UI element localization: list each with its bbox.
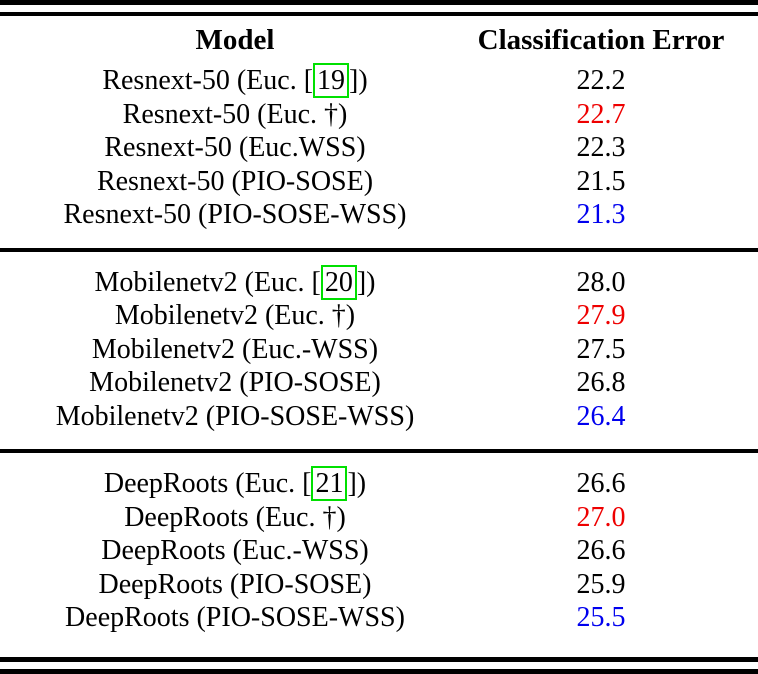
table-row: Mobilenetv2 (Euc. †) 27.9	[0, 299, 758, 333]
model-cell: Resnext-50 (Euc. †)	[0, 98, 470, 131]
table-header-row: Model Classification Error	[0, 16, 758, 64]
classification-error-value: 22.2	[576, 65, 626, 97]
bottom-gap	[0, 635, 758, 658]
table-row: Resnext-50 (PIO-SOSE) 21.5	[0, 165, 758, 199]
model-cell: Resnext-50 (PIO-SOSE-WSS)	[0, 198, 470, 231]
bottom-rule-outer	[0, 657, 758, 662]
model-cell: Mobilenetv2 (PIO-SOSE)	[0, 366, 470, 399]
model-label: Resnext-50 (PIO-SOSE-WSS)	[63, 199, 407, 231]
citation-link[interactable]: 20	[320, 264, 357, 300]
table-row: DeepRoots (PIO-SOSE) 25.9	[0, 568, 758, 602]
classification-error-value: 26.8	[576, 367, 626, 399]
table-row: DeepRoots (Euc.-WSS) 26.6	[0, 534, 758, 568]
table-row: Resnext-50 (PIO-SOSE-WSS) 21.3	[0, 198, 758, 232]
table-row: Resnext-50 (Euc. [19]) 22.2	[0, 63, 758, 99]
citation-link[interactable]: 21	[311, 466, 348, 502]
model-cell: DeepRoots (Euc.-WSS)	[0, 534, 470, 567]
classification-error-value: 26.6	[576, 468, 626, 500]
model-cell: Mobilenetv2 (PIO-SOSE-WSS)	[0, 400, 470, 433]
column-header-model: Model	[195, 23, 275, 56]
model-cell: Resnext-50 (Euc.WSS)	[0, 131, 470, 164]
model-cell: DeepRoots (Euc. [21])	[0, 466, 470, 502]
table-row: DeepRoots (Euc. †) 27.0	[0, 501, 758, 535]
table-row: DeepRoots (PIO-SOSE-WSS) 25.5	[0, 601, 758, 635]
table-row: DeepRoots (Euc. [21]) 26.6	[0, 466, 758, 502]
model-label: Resnext-50 (PIO-SOSE)	[96, 165, 374, 197]
section-divider-rule	[0, 247, 758, 252]
classification-error-value: 21.3	[576, 199, 626, 231]
model-cell: DeepRoots (PIO-SOSE-WSS)	[0, 601, 470, 634]
model-label-suffix: ])	[356, 266, 376, 298]
model-label-suffix: ])	[349, 65, 368, 97]
classification-error-value: 25.9	[576, 568, 626, 600]
classification-error-value: 27.5	[576, 333, 626, 365]
model-label-suffix: ])	[347, 468, 367, 500]
model-label: Resnext-50 (Euc. [	[102, 65, 314, 97]
model-cell: DeepRoots (PIO-SOSE)	[0, 568, 470, 601]
model-cell: Resnext-50 (PIO-SOSE)	[0, 165, 470, 198]
bottom-rule-inner	[0, 669, 758, 674]
table-row: Mobilenetv2 (PIO-SOSE) 26.8	[0, 366, 758, 400]
table-body: Resnext-50 (Euc. [19]) 22.2 Resnext-50 (…	[0, 63, 758, 635]
table-row: Mobilenetv2 (PIO-SOSE-WSS) 26.4	[0, 400, 758, 434]
classification-error-value: 27.9	[576, 300, 626, 332]
model-label: Resnext-50 (Euc. †)	[122, 98, 348, 130]
model-label: Mobilenetv2 (Euc. †)	[114, 300, 356, 332]
model-label: DeepRoots (PIO-SOSE-WSS)	[65, 602, 405, 634]
table-row: Resnext-50 (Euc.WSS) 22.3	[0, 131, 758, 165]
classification-error-value: 28.0	[576, 266, 626, 298]
model-cell: DeepRoots (Euc. †)	[0, 501, 470, 534]
classification-error-value: 22.3	[576, 132, 626, 164]
column-header-classification-error: Classification Error	[477, 23, 725, 56]
table-row: Mobilenetv2 (Euc. [20]) 28.0	[0, 264, 758, 300]
classification-error-value: 22.7	[576, 98, 626, 130]
model-label: DeepRoots (Euc. [	[103, 468, 312, 500]
model-cell: Mobilenetv2 (Euc. †)	[0, 299, 470, 332]
table-row: Resnext-50 (Euc. †) 22.7	[0, 98, 758, 132]
model-label: Mobilenetv2 (PIO-SOSE-WSS)	[55, 400, 415, 432]
citation-link[interactable]: 19	[313, 63, 350, 99]
model-label: Mobilenetv2 (Euc. [	[94, 266, 321, 298]
section-divider-rule	[0, 449, 758, 453]
model-label: Resnext-50 (Euc.WSS)	[104, 132, 366, 164]
classification-error-value: 26.6	[576, 535, 626, 567]
model-label: DeepRoots (Euc.-WSS)	[101, 535, 369, 567]
model-cell: Mobilenetv2 (Euc. [20])	[0, 264, 470, 300]
classification-error-value: 26.4	[576, 400, 626, 432]
classification-error-value: 27.0	[576, 501, 626, 533]
model-label: DeepRoots (PIO-SOSE)	[98, 568, 372, 600]
model-label: Mobilenetv2 (Euc.-WSS)	[91, 333, 379, 365]
bottom-rule-gap	[0, 662, 758, 669]
top-rule-gap	[0, 5, 758, 12]
top-rule-outer	[0, 0, 758, 5]
model-cell: Resnext-50 (Euc. [19])	[0, 63, 470, 99]
model-label: DeepRoots (Euc. †)	[124, 501, 346, 533]
table-row: Mobilenetv2 (Euc.-WSS) 27.5	[0, 333, 758, 367]
classification-error-value: 21.5	[576, 165, 626, 197]
top-rule-inner	[0, 12, 758, 16]
model-cell: Mobilenetv2 (Euc.-WSS)	[0, 333, 470, 366]
model-label: Mobilenetv2 (PIO-SOSE)	[89, 367, 381, 399]
classification-error-value: 25.5	[576, 602, 626, 634]
